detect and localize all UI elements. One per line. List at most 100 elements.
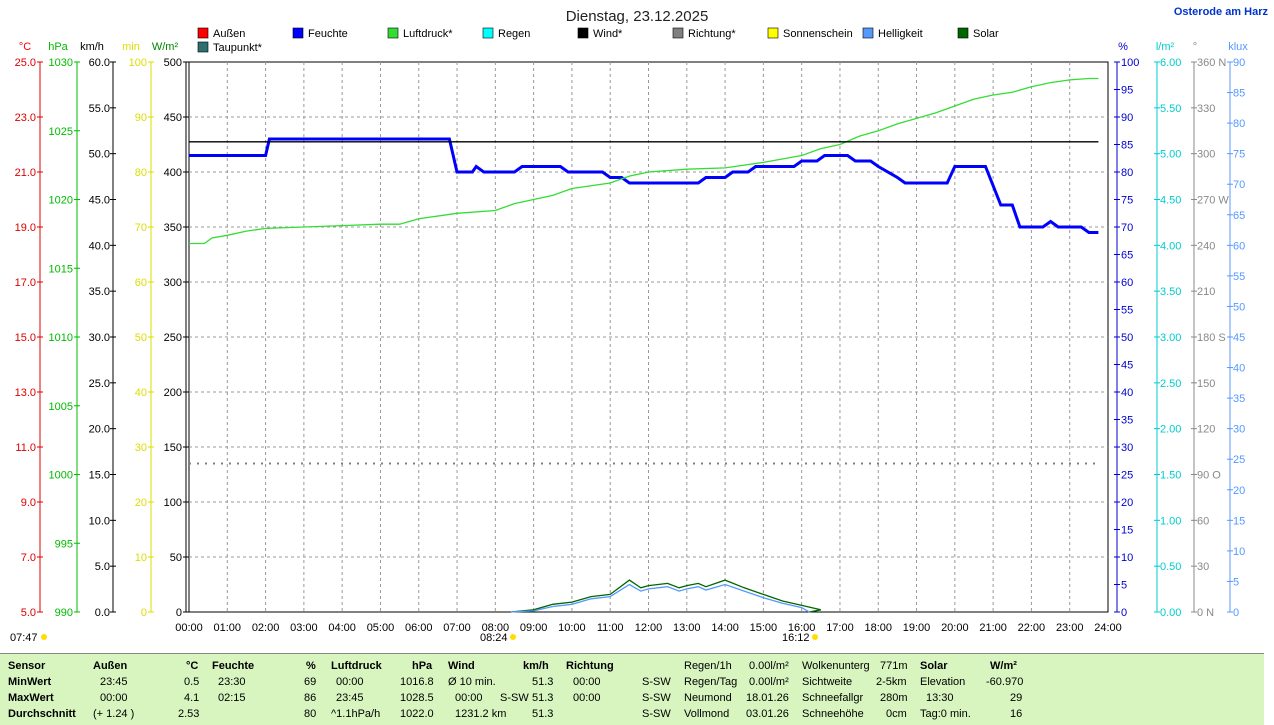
wind-unit: km/h xyxy=(523,660,549,672)
x-tick-label: 09:00 xyxy=(520,622,548,634)
feuchte-max-val: 86 xyxy=(304,692,317,704)
axis-wm2-label: 0 xyxy=(176,607,182,619)
axis-deg-label: 30 xyxy=(1197,561,1209,573)
aussen-min-val: 0.5 xyxy=(184,676,200,688)
axis-lm2-label: 6.00 xyxy=(1160,57,1181,69)
axis-deg-label: 150 xyxy=(1197,378,1215,390)
richtung-min-time: 00:00 xyxy=(573,676,601,688)
series-solar xyxy=(510,579,821,613)
axis-pct-label: 75 xyxy=(1121,195,1133,207)
legend-label: Solar xyxy=(973,28,999,40)
x-tick-label: 19:00 xyxy=(903,622,931,634)
axis-unit-temp: °C xyxy=(19,41,31,53)
axis-kmh-label: 50.0 xyxy=(89,149,110,161)
solar-max-val: 29 xyxy=(1010,692,1023,704)
axis-min-label: 100 xyxy=(129,57,147,69)
schneefall-label: Schneefallgr xyxy=(802,692,864,704)
wind-third-val: 51.3 xyxy=(532,708,554,720)
axis-kmh-label: 5.0 xyxy=(95,561,110,573)
axis-pct-label: 80 xyxy=(1121,167,1133,179)
axis-deg-label: 270 W xyxy=(1197,195,1229,207)
axis-pct-label: 15 xyxy=(1121,525,1133,537)
richtung-max-time: 00:00 xyxy=(573,692,601,704)
solar-unit: W/m² xyxy=(990,660,1017,672)
series-luftdruck xyxy=(189,77,1099,245)
axis-klux-label: 60 xyxy=(1233,240,1245,252)
axis-hpa-label: 1030 xyxy=(49,57,73,69)
axis-min-label: 80 xyxy=(135,167,147,179)
feuchte-max-time: 02:15 xyxy=(218,692,246,704)
row-label-max: MaxWert xyxy=(8,692,54,704)
axis-kmh-label: 40.0 xyxy=(89,240,110,252)
axis-klux-label: 50 xyxy=(1233,301,1245,313)
feuchte-min-val: 69 xyxy=(304,676,317,688)
legend-label: Taupunkt* xyxy=(213,42,263,54)
luftdruck-min-val: 1016.8 xyxy=(400,676,434,688)
sicht-label: Sichtweite xyxy=(802,676,853,688)
vollmond-label: Vollmond xyxy=(684,708,730,720)
axis-temp-label: 23.0 xyxy=(15,112,36,124)
legend-swatch xyxy=(482,27,494,39)
axis-klux-label: 25 xyxy=(1233,454,1245,466)
axis-deg-label: 120 xyxy=(1197,424,1215,436)
x-tick-label: 07:00 xyxy=(443,622,471,634)
axis-kmh-label: 20.0 xyxy=(89,424,110,436)
axis-kmh-label: 55.0 xyxy=(89,103,110,115)
luftdruck-title: Luftdruck xyxy=(331,660,382,672)
axis-klux-label: 10 xyxy=(1233,546,1245,558)
axis-wm2-label: 50 xyxy=(170,552,182,564)
legend-label: Luftdruck* xyxy=(403,28,453,40)
sicht-val: 2-5km xyxy=(876,676,907,688)
x-tick-label: 01:00 xyxy=(214,622,242,634)
axis-kmh-label: 35.0 xyxy=(89,286,110,298)
axis-wm2-label: 500 xyxy=(164,57,182,69)
luftdruck-min-time: 00:00 xyxy=(336,676,364,688)
aussen-max-val: 4.1 xyxy=(184,692,200,704)
sun-minutes: Tag:0 min. xyxy=(920,708,971,720)
schneehoehe-val: 0cm xyxy=(886,708,907,720)
richtung-avg-val: S-SW xyxy=(642,708,671,720)
wolken-val: 771m xyxy=(880,660,908,672)
axis-wm2-label: 350 xyxy=(164,222,182,234)
axis-deg-label: 360 N xyxy=(1197,57,1226,69)
x-tick-label: 05:00 xyxy=(367,622,395,634)
axis-wm2-label: 150 xyxy=(164,442,182,454)
axis-pct-label: 40 xyxy=(1121,387,1133,399)
regen-tag-val: 0.00l/m² xyxy=(749,676,789,688)
axis-hpa-label: 1015 xyxy=(49,263,73,275)
axis-wm2-label: 450 xyxy=(164,112,182,124)
axis-pct-label: 5 xyxy=(1121,580,1127,592)
luftdruck-avg-val: 1022.0 xyxy=(400,708,434,720)
axis-unit-hpa: hPa xyxy=(48,41,68,53)
legend-label: Richtung* xyxy=(688,28,736,40)
axis-pct-label: 35 xyxy=(1121,415,1133,427)
x-tick-label: 24:00 xyxy=(1094,622,1122,634)
axis-pct-label: 45 xyxy=(1121,360,1133,372)
axis-hpa-label: 1000 xyxy=(49,470,73,482)
axis-pct-label: 55 xyxy=(1121,305,1133,317)
x-tick-label: 13:00 xyxy=(673,622,701,634)
axis-pct-label: 20 xyxy=(1121,497,1133,509)
axis-deg-label: 210 xyxy=(1197,286,1215,298)
wind-avg-label: Ø 10 min. xyxy=(448,676,496,688)
axis-lm2-label: 0.50 xyxy=(1160,561,1181,573)
axis-klux-label: 40 xyxy=(1233,363,1245,375)
schneefall-val: 280m xyxy=(880,692,908,704)
wind-avg-val: 51.3 xyxy=(532,676,554,688)
axis-kmh-label: 0.0 xyxy=(95,607,110,619)
legend-label: Wind* xyxy=(593,28,623,40)
wolken-label: Wolkenunterg xyxy=(802,660,870,672)
legend-swatch xyxy=(197,27,209,39)
axis-klux-label: 90 xyxy=(1233,57,1245,69)
aussen-title: Außen xyxy=(93,660,128,672)
legend-label: Sonnenschein xyxy=(783,28,853,40)
legend-swatch xyxy=(767,27,779,39)
axis-pct-label: 100 xyxy=(1121,57,1139,69)
axis-unit-kmh: km/h xyxy=(80,41,104,53)
axis-min-label: 20 xyxy=(135,497,147,509)
x-tick-label: 02:00 xyxy=(252,622,280,634)
axis-unit-lm2: l/m² xyxy=(1156,41,1175,53)
x-tick-label: 03:00 xyxy=(290,622,318,634)
axis-pct-label: 90 xyxy=(1121,112,1133,124)
axis-unit-pct: % xyxy=(1118,41,1128,53)
